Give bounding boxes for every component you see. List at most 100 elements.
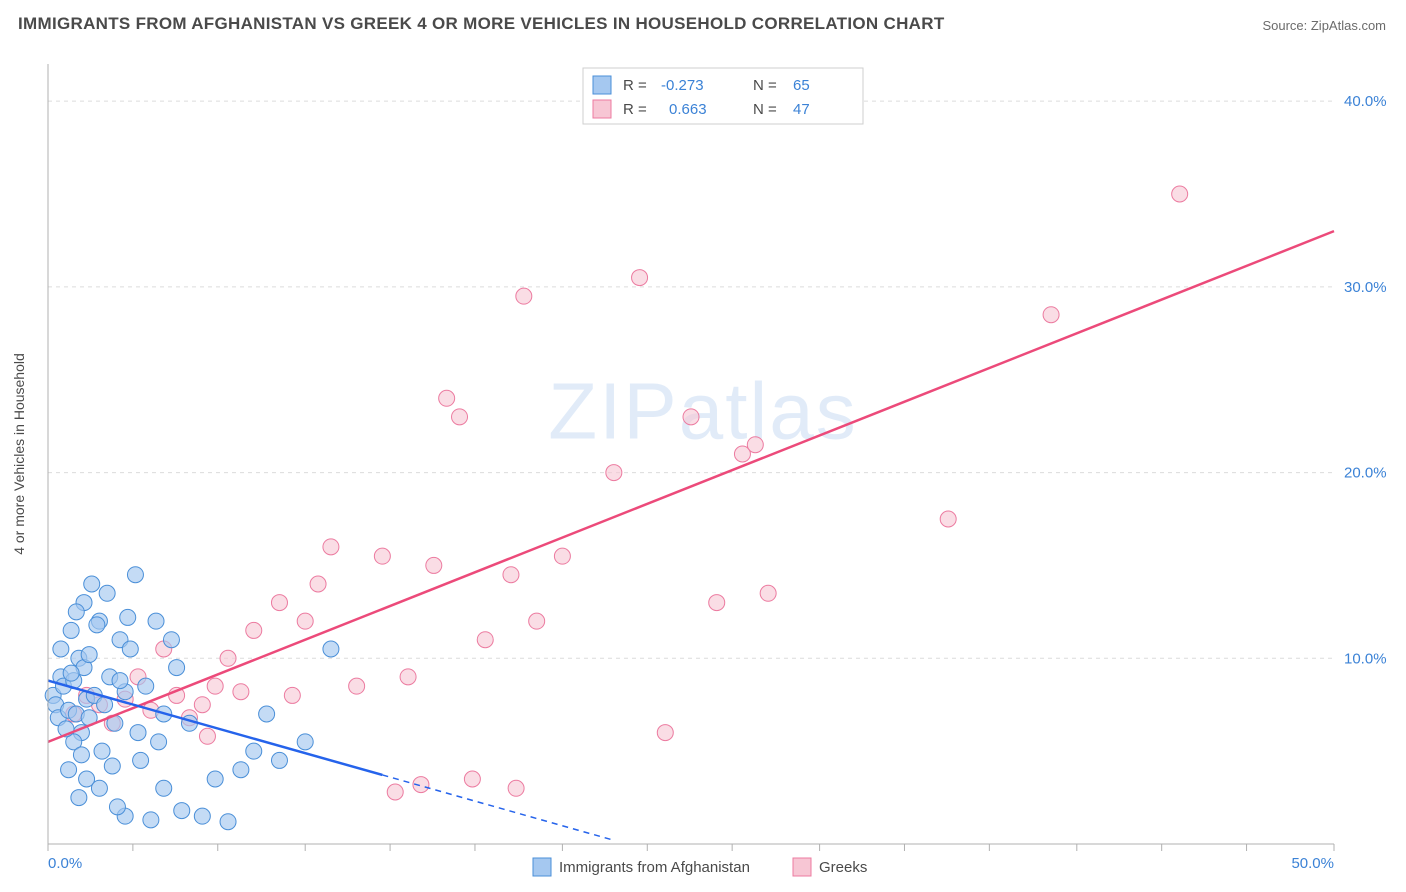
data-point	[516, 288, 532, 304]
data-point	[747, 437, 763, 453]
data-point	[284, 687, 300, 703]
data-point	[477, 632, 493, 648]
data-point	[246, 743, 262, 759]
data-point	[138, 678, 154, 694]
data-point	[130, 725, 146, 741]
data-point	[503, 567, 519, 583]
data-point	[207, 678, 223, 694]
data-point	[133, 752, 149, 768]
data-point	[554, 548, 570, 564]
data-point	[1172, 186, 1188, 202]
source-attribution: Source: ZipAtlas.com	[1262, 18, 1386, 33]
data-point	[297, 613, 313, 629]
data-point	[174, 803, 190, 819]
data-point	[89, 617, 105, 633]
stats-n-label-a: N =	[753, 77, 777, 94]
data-point	[61, 762, 77, 778]
data-point	[84, 576, 100, 592]
watermark: ZIPatlas	[548, 366, 857, 455]
data-point	[151, 734, 167, 750]
data-point	[271, 595, 287, 611]
legend-swatch-greeks	[793, 858, 811, 876]
data-point	[297, 734, 313, 750]
data-point	[53, 641, 69, 657]
data-point	[112, 673, 128, 689]
data-point	[199, 728, 215, 744]
data-point	[73, 747, 89, 763]
data-point	[63, 622, 79, 638]
data-point	[1043, 307, 1059, 323]
stats-r-label-b: R =	[623, 101, 647, 118]
data-point	[439, 390, 455, 406]
data-point	[259, 706, 275, 722]
data-point	[109, 799, 125, 815]
y-axis-label: 4 or more Vehicles in Household	[11, 353, 27, 555]
stats-r-label-a: R =	[623, 77, 647, 94]
data-point	[194, 697, 210, 713]
data-point	[508, 780, 524, 796]
data-point	[387, 784, 403, 800]
trend-line-greeks	[48, 231, 1334, 742]
data-point	[143, 812, 159, 828]
trend-line-afghanistan	[48, 681, 382, 775]
data-point	[71, 790, 87, 806]
data-point	[246, 622, 262, 638]
data-point	[374, 548, 390, 564]
stats-n-value-a: 65	[793, 77, 810, 94]
data-point	[63, 665, 79, 681]
stats-r-value-b: 0.663	[669, 101, 707, 118]
data-point	[207, 771, 223, 787]
data-point	[156, 780, 172, 796]
y-tick-label: 30.0%	[1344, 279, 1387, 296]
data-point	[271, 752, 287, 768]
data-point	[99, 585, 115, 601]
data-point	[104, 758, 120, 774]
y-tick-label: 40.0%	[1344, 93, 1387, 110]
chart-title: IMMIGRANTS FROM AFGHANISTAN VS GREEK 4 O…	[18, 14, 945, 33]
data-point	[233, 684, 249, 700]
x-tick-label: 0.0%	[48, 855, 82, 872]
y-tick-label: 20.0%	[1344, 465, 1387, 482]
data-point	[127, 567, 143, 583]
data-point	[310, 576, 326, 592]
data-point	[940, 511, 956, 527]
data-point	[464, 771, 480, 787]
data-point	[122, 641, 138, 657]
data-point	[120, 609, 136, 625]
data-point	[163, 632, 179, 648]
x-tick-label: 50.0%	[1291, 855, 1334, 872]
data-point	[169, 660, 185, 676]
stats-swatch-a	[593, 76, 611, 94]
data-point	[220, 650, 236, 666]
data-point	[233, 762, 249, 778]
data-point	[529, 613, 545, 629]
data-point	[426, 557, 442, 573]
scatter-chart: ZIPatlas 10.0% 20.0% 30.0% 40.0% 0.0% 50.0% 4 o…	[0, 46, 1406, 892]
data-point	[683, 409, 699, 425]
stats-r-value-a: -0.273	[661, 77, 704, 94]
data-point	[709, 595, 725, 611]
legend-label-greeks: Greeks	[819, 859, 867, 876]
trend-line-afghanistan-dashed	[382, 775, 613, 840]
data-point	[606, 465, 622, 481]
data-point	[452, 409, 468, 425]
data-point	[94, 743, 110, 759]
chart-container: ZIPatlas 10.0% 20.0% 30.0% 40.0% 0.0% 50.0% 4 o…	[0, 46, 1406, 892]
data-point	[760, 585, 776, 601]
data-point	[323, 641, 339, 657]
data-point	[349, 678, 365, 694]
legend-label-afghanistan: Immigrants from Afghanistan	[559, 859, 750, 876]
stats-swatch-b	[593, 100, 611, 118]
stats-n-label-b: N =	[753, 101, 777, 118]
data-point	[400, 669, 416, 685]
data-point	[632, 270, 648, 286]
data-point	[657, 725, 673, 741]
data-point	[323, 539, 339, 555]
data-point	[81, 647, 97, 663]
y-tick-label: 10.0%	[1344, 650, 1387, 667]
stats-n-value-b: 47	[793, 101, 810, 118]
legend-swatch-afghanistan	[533, 858, 551, 876]
data-point	[91, 780, 107, 796]
data-point	[148, 613, 164, 629]
data-point	[68, 604, 84, 620]
